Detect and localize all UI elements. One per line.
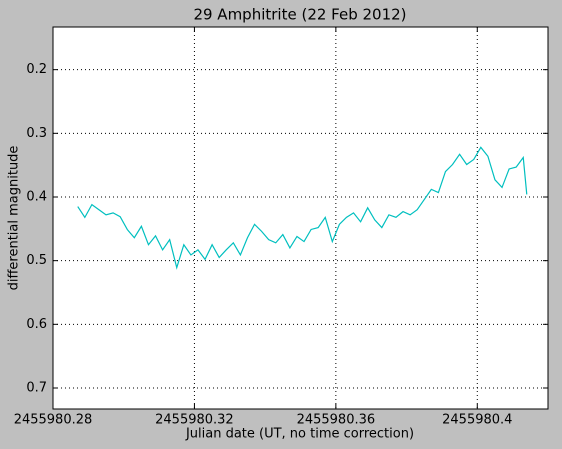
y-tick-label: 0.3 bbox=[26, 126, 47, 141]
chart-title: 29 Amphitrite (22 Feb 2012) bbox=[193, 6, 406, 24]
y-tick-label: 0.6 bbox=[26, 317, 47, 332]
x-tick-label: 2455980.32 bbox=[155, 413, 234, 428]
y-tick-label: 0.4 bbox=[26, 189, 47, 204]
plot-area bbox=[52, 26, 549, 410]
x-tick-label: 2455980.28 bbox=[14, 413, 93, 428]
y-tick-label: 0.2 bbox=[26, 62, 47, 77]
x-axis-label: Julian date (UT, no time correction) bbox=[185, 427, 414, 442]
data-line bbox=[77, 146, 528, 270]
y-tick-label: 0.7 bbox=[26, 380, 47, 395]
x-tick-label: 2455980.36 bbox=[297, 413, 376, 428]
x-tick-label: 2455980.4 bbox=[442, 413, 512, 428]
y-tick-label: 0.5 bbox=[26, 253, 47, 268]
y-axis-label: differential magnitude bbox=[7, 146, 22, 291]
